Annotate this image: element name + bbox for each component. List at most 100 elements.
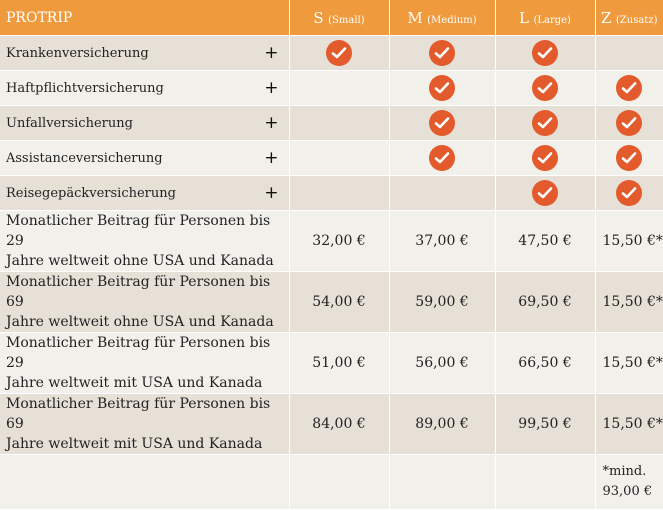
check-mark [537, 186, 553, 200]
feature-label-cell: Haftpflichtversicherung + [0, 71, 289, 106]
price-label-line: Jahre weltweit ohne USA und Kanada [6, 312, 289, 332]
plus-icon[interactable]: + [264, 183, 278, 203]
coverage-cell [289, 141, 389, 176]
price-value: 15,50 €* [595, 211, 663, 272]
table-row: Unfallversicherung + [0, 106, 663, 141]
coverage-cell [595, 141, 663, 176]
feature-label-wrap: Krankenversicherung+ [6, 43, 279, 63]
empty-cell [389, 455, 495, 510]
coverage-cell [389, 36, 495, 71]
coverage-cell [595, 176, 663, 211]
plus-icon[interactable]: + [264, 148, 278, 168]
check-circle-icon [532, 145, 558, 171]
table-row: Reisegepäckversicherung+ [0, 176, 663, 211]
coverage-cell [289, 71, 389, 106]
check-circle-icon [532, 110, 558, 136]
feature-label-cell: Krankenversicherung+ [0, 36, 289, 71]
empty-cell [289, 455, 389, 510]
price-value: 89,00 € [389, 394, 495, 455]
check-mark [621, 151, 637, 165]
coverage-cell [495, 71, 595, 106]
plus-icon[interactable]: + [264, 78, 278, 98]
price-value: 69,50 € [495, 272, 595, 333]
price-label-line: Jahre weltweit ohne USA und Kanada [6, 251, 289, 271]
feature-label-wrap: Haftpflichtversicherung + [6, 78, 279, 98]
empty-cell [0, 455, 289, 510]
price-label-line: Jahre weltweit mit USA und Kanada [6, 434, 289, 454]
check-mark [434, 46, 450, 60]
coverage-cell [495, 176, 595, 211]
check-circle-icon [616, 75, 642, 101]
coverage-cell [595, 36, 663, 71]
feature-label-cell: Assistanceversicherung+ [0, 141, 289, 176]
coverage-cell [289, 176, 389, 211]
check-circle-icon [429, 40, 455, 66]
column-header-z: Z (Zusatz) [595, 0, 663, 36]
check-circle-icon [532, 180, 558, 206]
check-circle-icon [616, 145, 642, 171]
column-letter: M [407, 9, 422, 27]
coverage-cell [389, 141, 495, 176]
check-mark [434, 116, 450, 130]
check-circle-icon [616, 110, 642, 136]
price-value: 56,00 € [389, 333, 495, 394]
coverage-cell [495, 36, 595, 71]
check-circle-icon [532, 75, 558, 101]
column-letter: L [519, 9, 529, 27]
feature-label: Haftpflichtversicherung [6, 81, 164, 96]
coverage-cell [289, 36, 389, 71]
coverage-cell [595, 106, 663, 141]
feature-label-wrap: Unfallversicherung + [6, 113, 279, 133]
check-mark [621, 186, 637, 200]
column-size: (Small) [328, 15, 365, 26]
price-value: 32,00 € [289, 211, 389, 272]
price-value: 54,00 € [289, 272, 389, 333]
feature-label-cell: Unfallversicherung + [0, 106, 289, 141]
price-value: 84,00 € [289, 394, 389, 455]
footnote-text: 93,00 € [603, 482, 663, 502]
footnote-text: *mind. [603, 462, 663, 482]
column-letter: S [313, 9, 323, 27]
column-header-l: L (Large) [495, 0, 595, 36]
price-value: 66,50 € [495, 333, 595, 394]
check-circle-icon [616, 180, 642, 206]
coverage-cell [495, 106, 595, 141]
price-value: 15,50 €* [595, 394, 663, 455]
check-circle-icon [532, 40, 558, 66]
column-size: (Zusatz) [616, 15, 658, 26]
coverage-cell [495, 141, 595, 176]
check-mark [537, 81, 553, 95]
check-mark [537, 151, 553, 165]
footnote-cell: *mind.93,00 € [595, 455, 663, 510]
price-label-line: Monatlicher Beitrag für Personen bis 29 [6, 333, 289, 373]
price-value: 59,00 € [389, 272, 495, 333]
check-mark [621, 81, 637, 95]
coverage-cell [289, 106, 389, 141]
table-body: Krankenversicherung+ Haftpflichtversicher… [0, 36, 663, 510]
plus-icon[interactable]: + [264, 43, 278, 63]
coverage-cell [389, 106, 495, 141]
table-row: Haftpflichtversicherung + [0, 71, 663, 106]
price-label-line: Jahre weltweit mit USA und Kanada [6, 373, 289, 393]
plus-icon[interactable]: + [264, 113, 278, 133]
price-label-line: Monatlicher Beitrag für Personen bis 29 [6, 211, 289, 251]
column-size: (Medium) [427, 15, 476, 26]
price-value: 15,50 €* [595, 333, 663, 394]
footnote-row: *mind.93,00 € [0, 455, 663, 510]
price-value: 51,00 € [289, 333, 389, 394]
column-header-m: M (Medium) [389, 0, 495, 36]
coverage-cell [595, 71, 663, 106]
table-row: Assistanceversicherung+ [0, 141, 663, 176]
feature-label: Unfallversicherung [6, 116, 133, 131]
check-mark [537, 116, 553, 130]
price-value: 47,50 € [495, 211, 595, 272]
